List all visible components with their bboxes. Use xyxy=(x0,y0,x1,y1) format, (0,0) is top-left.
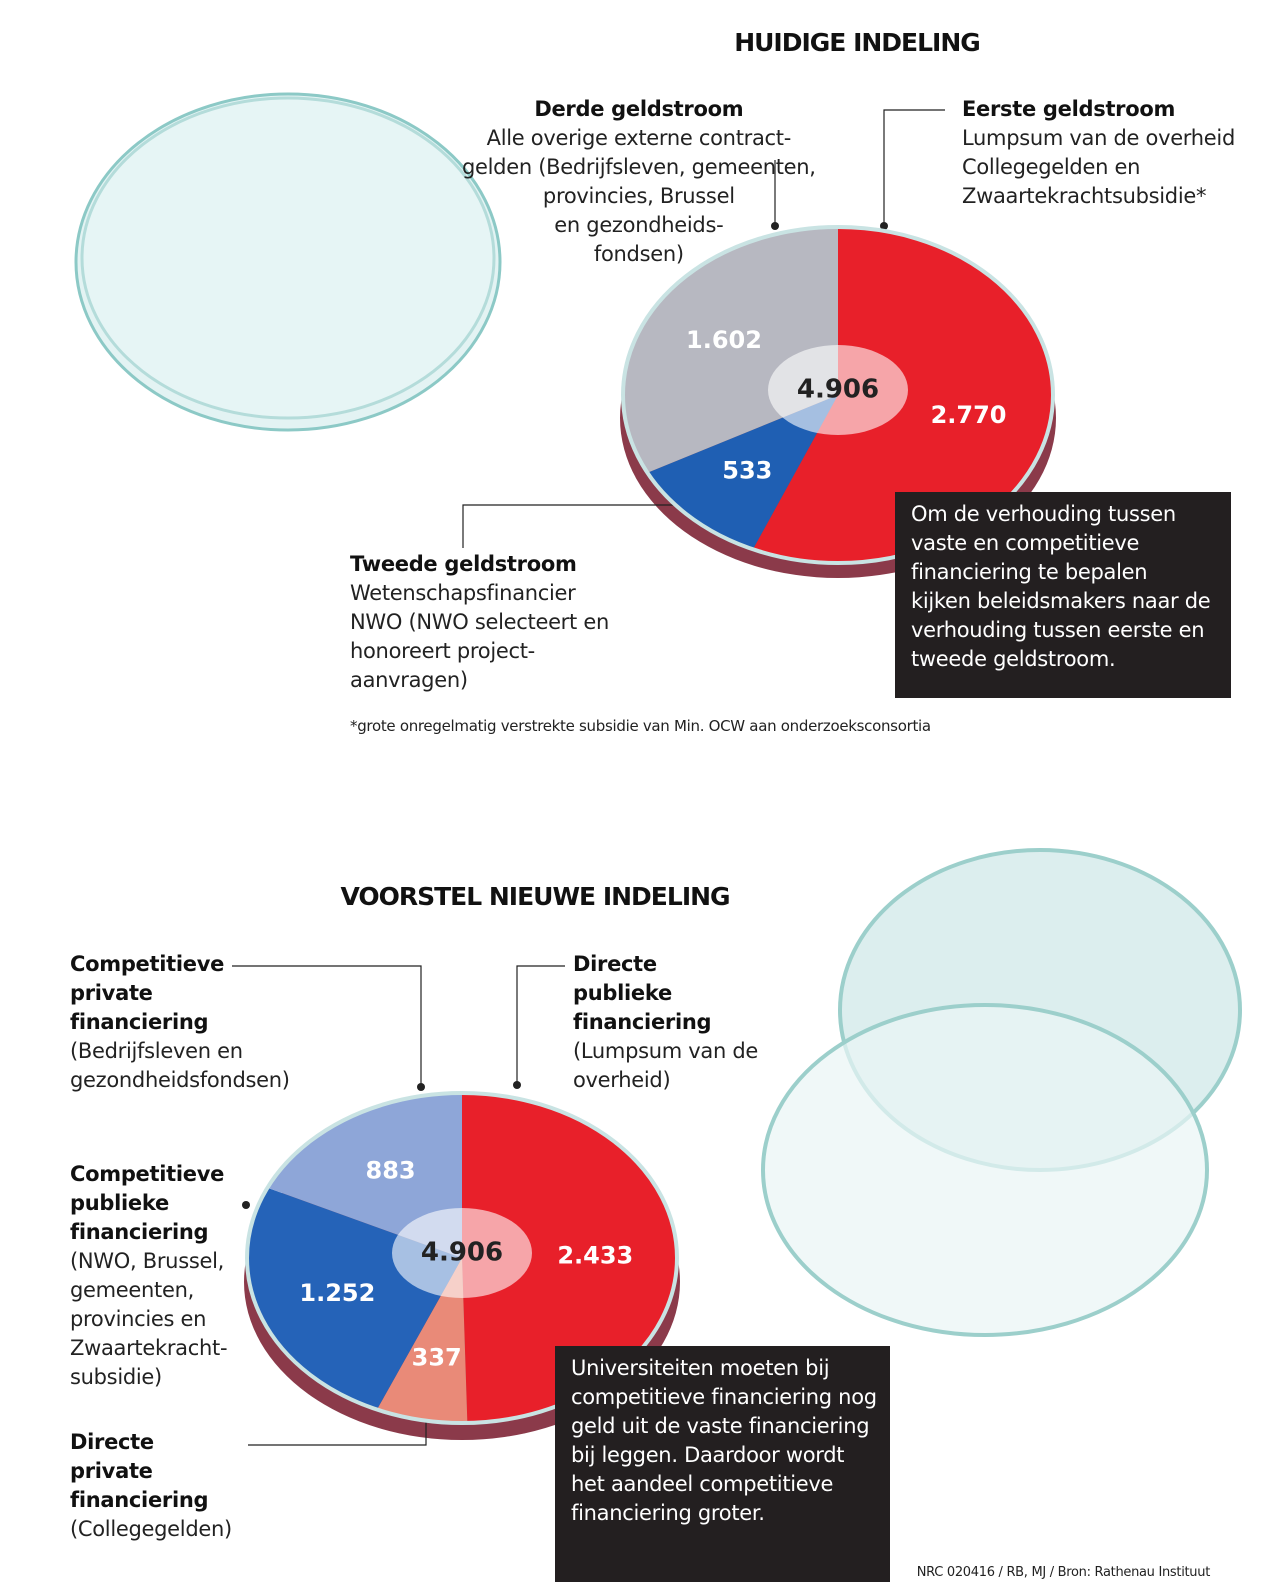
note-box: Om de verhouding tussen vaste en competit… xyxy=(895,492,1231,698)
slice-description: Zwaartekrachtsubsidie* xyxy=(962,184,1207,208)
slice-description: aanvragen) xyxy=(350,668,468,692)
slice-label: Competitieve publieke financiering (NWO, … xyxy=(70,1160,240,1392)
center-glow xyxy=(768,345,908,435)
slice-description: gezondheidsfondsen) xyxy=(70,1068,290,1092)
dish-rim xyxy=(245,1091,679,1425)
empty-dish xyxy=(761,848,1242,1337)
total-label: 4.906 xyxy=(421,1238,503,1268)
slice-description: (Bedrijfsleven en xyxy=(70,1039,243,1063)
note-line: vaste en competitieve xyxy=(911,531,1140,555)
note-line: tweede geldstroom. xyxy=(911,647,1116,671)
value-label: 2.770 xyxy=(931,401,1007,429)
slice-description: en gezondheids- xyxy=(554,213,724,237)
slice-name: Tweede geldstroom xyxy=(350,552,577,576)
note-line: geld uit de vaste financiering xyxy=(571,1414,870,1438)
note-box: Universiteiten moeten bij competitieve fi… xyxy=(555,1346,890,1582)
slice-name: Competitieve publieke financiering xyxy=(70,1162,225,1244)
value-label: 533 xyxy=(722,456,772,484)
dish-rim xyxy=(621,225,1055,565)
total-label: 4.906 xyxy=(797,375,879,405)
slice-description: honoreert project- xyxy=(350,639,535,663)
slice-description: (Lumpsum van de xyxy=(573,1039,759,1063)
slice-description: Wetenschapsfinancier xyxy=(350,581,576,605)
slice-name: Competitieve private financiering xyxy=(70,952,225,1034)
note-line: competitieve financiering nog xyxy=(571,1385,877,1409)
value-label: 883 xyxy=(366,1157,416,1185)
note-line: financiering groter. xyxy=(571,1501,765,1525)
pie-slice xyxy=(462,1093,677,1423)
slice-label: Tweede geldstroom Wetenschapsfinancier NWO… xyxy=(350,550,609,695)
note-line: verhouding tussen eerste en xyxy=(911,618,1205,642)
value-label: 1.252 xyxy=(299,1279,375,1307)
slice-description: (Collegegelden) xyxy=(70,1517,232,1541)
center-glow xyxy=(392,1208,532,1298)
value-label: 2.433 xyxy=(557,1242,633,1270)
slice-description: NWO (NWO selecteert en xyxy=(350,610,609,634)
slice-label: Eerste geldstroom Lumpsum van de overheid… xyxy=(962,95,1235,211)
slice-label: Directe publieke financiering (Lumpsum va… xyxy=(573,950,758,1095)
slice-description: Lumpsum van de overheid xyxy=(962,126,1235,150)
empty-dish xyxy=(74,92,502,432)
chart-title: HUIDIGE INDELING xyxy=(734,28,981,57)
note-line: Universiteiten moeten bij xyxy=(571,1356,830,1380)
slice-description: Zwaartekracht- xyxy=(70,1336,228,1360)
slice-name: Derde geldstroom xyxy=(534,97,744,121)
slice-description: provincies en xyxy=(70,1307,207,1331)
slice-description: (NWO, Brussel, xyxy=(70,1249,225,1273)
slice-description: provincies, Brussel xyxy=(542,184,735,208)
value-label: 337 xyxy=(412,1343,462,1371)
note-line: kijken beleidsmakers naar de xyxy=(911,589,1211,613)
slice-name: Directe private financiering xyxy=(70,1430,209,1512)
slice-label: Directe private financiering (Collegegeld… xyxy=(70,1428,240,1544)
slice-label: Competitieve private financiering (Bedrij… xyxy=(70,950,290,1095)
slice-description: gemeenten, xyxy=(70,1278,194,1302)
slice-description: fondsen) xyxy=(593,242,684,266)
pie-slice xyxy=(647,395,838,550)
note-line: financiering te bepalen xyxy=(911,560,1148,584)
slice-description: gelden (Bedrijfsleven, gemeenten, xyxy=(462,155,816,179)
note-line: bij leggen. Daardoor wordt xyxy=(571,1443,845,1467)
source: NRC 020416 / RB, MJ / Bron: Rathenau Ins… xyxy=(916,1565,1211,1580)
pie-slice xyxy=(267,1093,462,1258)
slice-description: subsidie) xyxy=(70,1365,162,1389)
chart-title: VOORSTEL NIEUWE INDELING xyxy=(340,882,730,911)
slice-description: Alle overige externe contract- xyxy=(486,126,792,150)
slice-description: Collegegelden en xyxy=(962,155,1141,179)
value-label: 1.602 xyxy=(686,326,762,354)
pie-slice xyxy=(376,1258,468,1423)
slice-label: Derde geldstroom Alle overige externe con… xyxy=(462,95,816,269)
note-line: Om de verhouding tussen xyxy=(911,502,1176,526)
slice-name: Directe publieke financiering xyxy=(573,952,712,1034)
footnote: *grote onregelmatig verstrekte subsidie … xyxy=(350,717,931,735)
slice-description: overheid) xyxy=(573,1068,671,1092)
slice-name: Eerste geldstroom xyxy=(962,97,1176,121)
note-line: het aandeel competitieve xyxy=(571,1472,834,1496)
